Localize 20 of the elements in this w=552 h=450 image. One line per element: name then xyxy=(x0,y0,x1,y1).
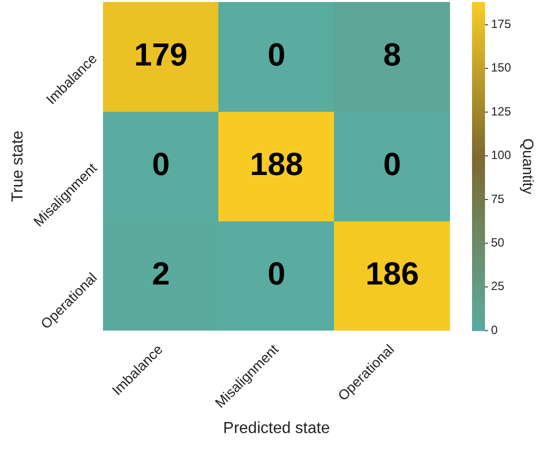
data-label: 8 xyxy=(383,36,402,73)
data-label: 0 xyxy=(383,146,402,182)
color-bar-label: 25 xyxy=(491,279,505,294)
data-label: 0 xyxy=(152,146,170,182)
color-bar-label: 125 xyxy=(491,104,512,118)
color-bar-label: 75 xyxy=(491,192,505,206)
data-label: 188 xyxy=(250,146,304,182)
data-label: 179 xyxy=(134,36,188,73)
color-bar-label: 100 xyxy=(491,148,512,162)
y-axis-title: True state xyxy=(9,130,26,202)
color-bar-label: 50 xyxy=(491,236,505,250)
color-bar-title: Quantity xyxy=(518,138,536,195)
x-axis-title: Predicted state xyxy=(223,420,330,437)
color-bar-label: 175 xyxy=(491,17,512,32)
color-bar-label: 150 xyxy=(491,60,512,75)
data-label: 0 xyxy=(268,256,286,292)
data-label: 2 xyxy=(152,256,170,292)
data-label: 186 xyxy=(365,256,419,292)
color-bar-label: 0 xyxy=(491,322,498,337)
data-label: 0 xyxy=(268,36,286,73)
